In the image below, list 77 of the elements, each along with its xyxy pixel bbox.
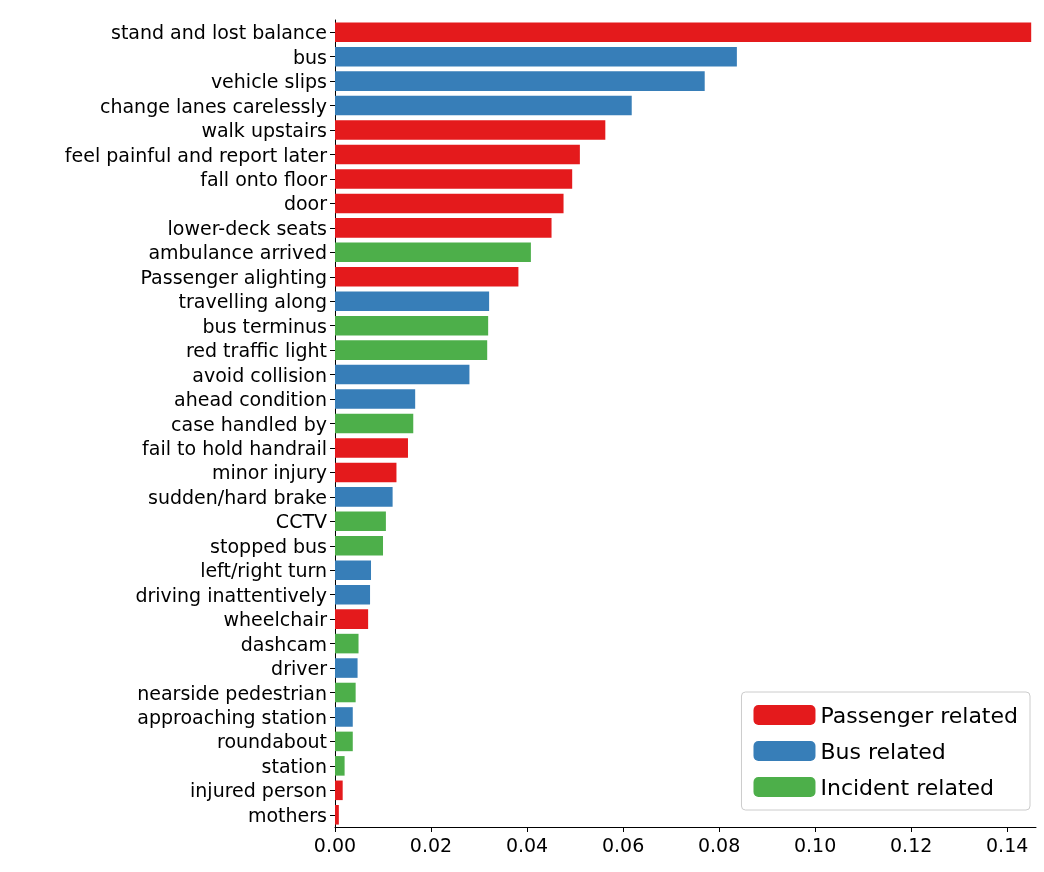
x-tick-label: 0.02 <box>409 833 453 856</box>
bar <box>335 487 393 507</box>
y-tick-label: sudden/hard brake <box>148 485 327 508</box>
y-tick-label: travelling along <box>178 290 327 313</box>
y-tick-label: case handled by <box>171 412 327 435</box>
bar <box>335 756 345 776</box>
bar <box>335 413 414 434</box>
bar <box>335 658 358 678</box>
bar <box>335 462 397 483</box>
x-tick-label: 0.14 <box>986 833 1029 856</box>
bar <box>335 193 564 214</box>
bar <box>335 389 416 409</box>
y-tick-label: fail to hold handrail <box>142 436 327 459</box>
y-tick-label: driving inattentively <box>135 583 327 606</box>
y-tick-label: CCTV <box>275 510 327 533</box>
x-tick-label: 0.00 <box>313 833 357 856</box>
bar <box>335 291 490 312</box>
bar <box>335 780 343 801</box>
y-tick-label: roundabout <box>217 730 327 753</box>
legend-label: Incident related <box>820 774 995 800</box>
y-tick-label: Passenger alighting <box>140 265 327 288</box>
y-tick-label: dashcam <box>240 632 327 655</box>
legend-label: Bus related <box>820 738 946 764</box>
y-tick-label: left/right turn <box>200 559 327 582</box>
bar <box>335 584 371 605</box>
y-tick-label: ambulance arrived <box>148 241 327 264</box>
bar <box>335 707 353 727</box>
bar <box>335 315 489 336</box>
y-tick-label: driver <box>271 657 328 680</box>
y-tick-label: nearside pedestrian <box>137 681 327 704</box>
bar <box>335 266 519 287</box>
x-tick-label: 0.06 <box>601 833 645 856</box>
bar <box>335 535 384 556</box>
bar <box>335 682 356 703</box>
y-tick-label: wheelchair <box>223 608 328 631</box>
x-tick-label: 0.12 <box>890 833 933 856</box>
bar <box>335 95 632 116</box>
y-tick-label: walk upstairs <box>201 119 327 142</box>
bar <box>335 120 606 140</box>
y-tick-label: vehicle slips <box>210 70 327 93</box>
y-tick-label: minor injury <box>211 461 327 484</box>
x-tick-label: 0.10 <box>793 833 837 856</box>
bar <box>335 340 488 360</box>
bar <box>335 144 580 165</box>
bar <box>335 633 359 654</box>
y-tick-label: station <box>261 754 327 777</box>
y-tick-label: injured person <box>190 779 327 802</box>
y-tick-label: ahead condition <box>174 388 327 411</box>
y-tick-label: feel painful and report later <box>64 143 328 166</box>
bar <box>335 511 386 532</box>
bar <box>335 560 372 581</box>
bar <box>335 242 531 263</box>
y-tick-label: lower-deck seats <box>167 216 327 239</box>
bar <box>335 218 552 238</box>
bar <box>335 46 737 67</box>
bar <box>335 169 573 189</box>
bar <box>335 364 470 385</box>
bar <box>335 438 408 458</box>
y-tick-label: mothers <box>247 803 327 826</box>
bar <box>335 609 369 629</box>
x-tick-label: 0.08 <box>697 833 741 856</box>
y-tick-label: door <box>283 192 328 215</box>
y-tick-label: stand and lost balance <box>110 21 327 44</box>
y-tick-label: bus <box>292 45 327 68</box>
legend-label: Passenger related <box>820 702 1019 728</box>
y-tick-label: avoid collision <box>192 363 327 386</box>
y-tick-label: fall onto floor <box>200 167 328 190</box>
y-tick-label: stopped bus <box>210 534 327 557</box>
bar <box>335 22 1032 43</box>
x-tick-label: 0.04 <box>505 833 549 856</box>
bar <box>335 731 353 752</box>
y-tick-label: approaching station <box>137 705 327 728</box>
bar <box>335 804 339 825</box>
y-tick-label: red traffic light <box>185 339 327 362</box>
bar <box>335 71 705 91</box>
y-tick-label: change lanes carelessly <box>99 94 327 117</box>
y-tick-label: bus terminus <box>202 314 327 337</box>
